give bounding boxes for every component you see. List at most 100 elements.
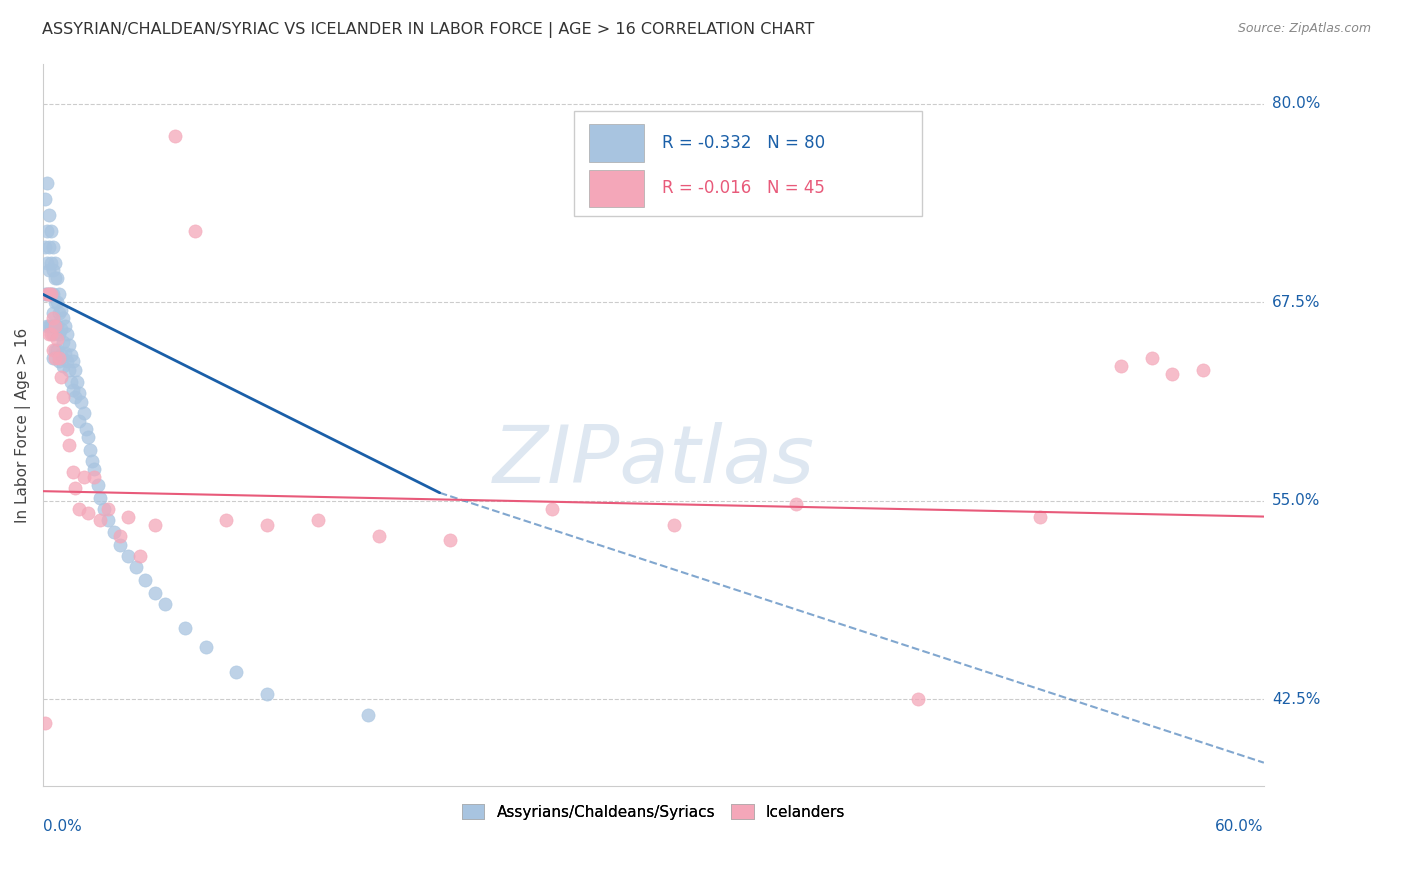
Point (67, 385, 90, 400)
Point (39, 224, 62, 238)
Point (53, 319, 76, 334)
Point (1191, 363, 1213, 377)
Point (34, 716, 56, 731)
Point (49, 303, 72, 318)
Point (38, 240, 60, 254)
Point (35, 255, 58, 269)
Point (46, 271, 69, 285)
Point (108, 538, 131, 552)
Point (58, 363, 80, 377)
Point (125, 560, 148, 574)
Point (35, 287, 58, 301)
Point (42, 287, 65, 301)
Point (1029, 509, 1052, 524)
Point (60, 348, 83, 362)
FancyBboxPatch shape (589, 124, 644, 161)
Point (44, 295, 66, 310)
Point (56, 354, 79, 368)
Point (117, 549, 139, 564)
Point (52, 391, 75, 405)
Point (34, 192, 56, 206)
Point (65, 481, 87, 495)
Point (48, 306, 70, 320)
Point (39, 319, 62, 334)
Point (134, 573, 156, 587)
Point (62, 383, 84, 397)
Point (87, 478, 110, 492)
Point (42, 351, 65, 365)
Point (39, 287, 62, 301)
Point (44, 343, 66, 357)
Point (49, 348, 72, 362)
Point (34, 240, 56, 254)
Point (42, 240, 65, 254)
Point (79, 442, 101, 457)
Point (35, 176, 58, 190)
Point (89, 513, 111, 527)
Point (42, 263, 65, 277)
Point (184, 224, 207, 238)
Point (42, 311, 65, 326)
Point (129, 549, 152, 564)
Point (72, 470, 94, 484)
Point (53, 406, 76, 420)
Point (42, 343, 65, 357)
Point (46, 343, 69, 357)
Point (194, 640, 217, 654)
Legend: Assyrians/Chaldeans/Syriacs, Icelanders: Assyrians/Chaldeans/Syriacs, Icelanders (456, 797, 851, 826)
Point (117, 509, 139, 524)
Point (60, 375, 83, 389)
Point (53, 346, 76, 360)
Point (44, 319, 66, 334)
Point (103, 525, 125, 540)
Text: 60.0%: 60.0% (1215, 819, 1264, 834)
Point (153, 597, 176, 611)
Point (72, 406, 94, 420)
Point (367, 528, 389, 542)
Point (83, 462, 105, 476)
Point (39, 326, 62, 341)
Point (46, 319, 69, 334)
Point (48, 354, 70, 368)
Point (70, 395, 93, 409)
Point (67, 501, 90, 516)
Point (46, 295, 69, 310)
Point (56, 326, 79, 341)
Point (165, 128, 187, 143)
Point (34, 287, 56, 301)
Point (46, 332, 69, 346)
Point (49, 369, 72, 384)
Point (44, 351, 66, 365)
Text: 67.5%: 67.5% (1272, 294, 1320, 310)
Point (42, 306, 65, 320)
Point (662, 517, 685, 532)
FancyBboxPatch shape (574, 111, 922, 216)
Point (49, 322, 72, 336)
Point (67, 414, 90, 428)
Point (225, 665, 247, 680)
Point (1140, 351, 1163, 365)
Point (52, 311, 75, 326)
Point (439, 533, 461, 548)
Point (58, 438, 80, 452)
Point (48, 287, 70, 301)
Point (80, 454, 103, 468)
Point (62, 354, 84, 368)
Point (143, 517, 166, 532)
Point (357, 708, 380, 723)
Point (35, 287, 58, 301)
Text: ASSYRIAN/CHALDEAN/SYRIAC VS ICELANDER IN LABOR FORCE | AGE > 16 CORRELATION CHAR: ASSYRIAN/CHALDEAN/SYRIAC VS ICELANDER IN… (42, 22, 814, 38)
Point (48, 351, 70, 365)
Point (44, 319, 66, 334)
Point (44, 255, 66, 269)
Text: Source: ZipAtlas.com: Source: ZipAtlas.com (1237, 22, 1371, 36)
Point (256, 517, 278, 532)
Point (97, 513, 120, 527)
Point (39, 255, 62, 269)
Point (907, 692, 929, 706)
Text: 80.0%: 80.0% (1272, 96, 1320, 112)
Point (1161, 367, 1184, 381)
Y-axis label: In Labor Force | Age > 16: In Labor Force | Age > 16 (15, 327, 31, 523)
Point (44, 271, 66, 285)
Text: 42.5%: 42.5% (1272, 691, 1320, 706)
